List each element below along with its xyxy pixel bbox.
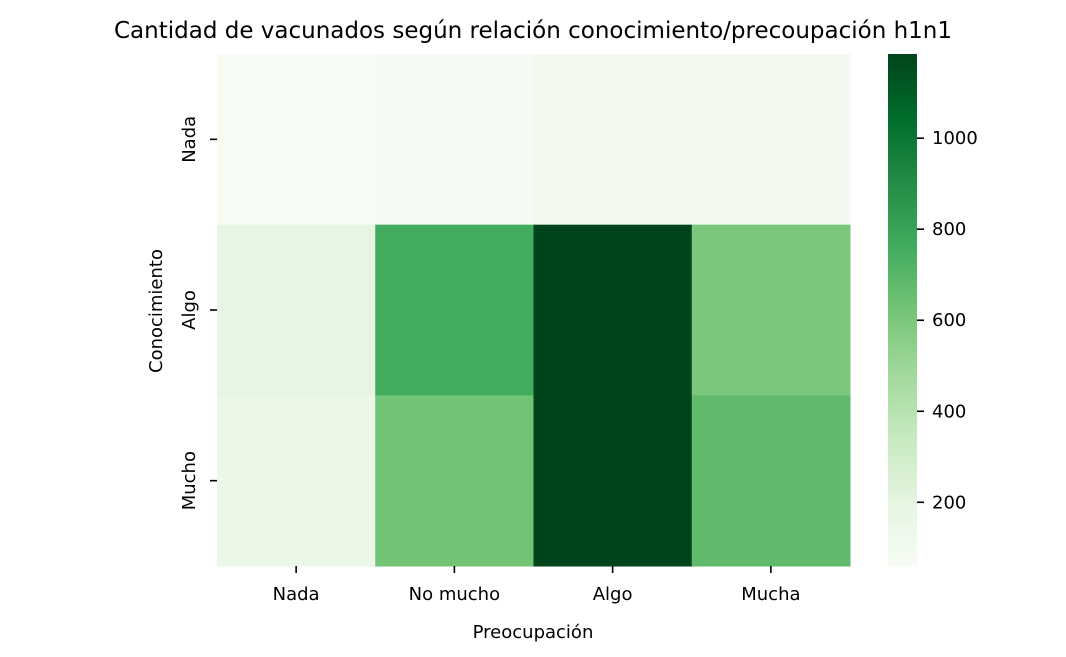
y-tick-label: Algo	[179, 290, 200, 330]
heatmap-cell-0-1	[375, 54, 534, 226]
colorbar-tick-label: 400	[932, 401, 966, 422]
y-axis-label: Conocimiento	[146, 249, 167, 373]
chart-title: Cantidad de vacunados según relación con…	[114, 18, 952, 44]
x-tick-label: Mucha	[741, 584, 800, 605]
y-axis: Nada Algo Mucho	[179, 116, 217, 510]
heatmap-cell-2-2	[533, 395, 693, 567]
heatmap-cell-0-0	[217, 54, 376, 226]
heatmap-cell-1-3	[691, 224, 851, 396]
heatmap-cell-1-2	[533, 224, 693, 396]
heatmap-cell-0-2	[533, 54, 693, 226]
x-axis-label: Preocupación	[473, 622, 594, 643]
colorbar-tick-label: 1000	[932, 128, 978, 149]
y-tick-label: Nada	[179, 116, 200, 163]
x-tick-label: No mucho	[409, 584, 500, 605]
x-tick-label: Algo	[593, 584, 633, 605]
heatmap-cell-1-1	[375, 224, 534, 396]
colorbar-tick-label: 600	[932, 310, 966, 331]
x-axis: Nada No mucho Algo Mucha	[273, 566, 801, 605]
heatmap-cell-0-3	[691, 54, 851, 226]
colorbar	[888, 54, 917, 566]
colorbar-tick-label: 200	[932, 492, 966, 513]
heatmap-cell-2-3	[691, 395, 851, 567]
colorbar-tick-label: 800	[932, 219, 966, 240]
heatmap-cells	[217, 54, 851, 567]
colorbar-ticks: 200 400 600 800 1000	[917, 128, 978, 513]
heatmap-cell-2-0	[217, 395, 376, 567]
heatmap-cell-2-1	[375, 395, 534, 567]
y-tick-label: Mucho	[179, 451, 200, 510]
heatmap-cell-1-0	[217, 224, 376, 396]
x-tick-label: Nada	[273, 584, 320, 605]
